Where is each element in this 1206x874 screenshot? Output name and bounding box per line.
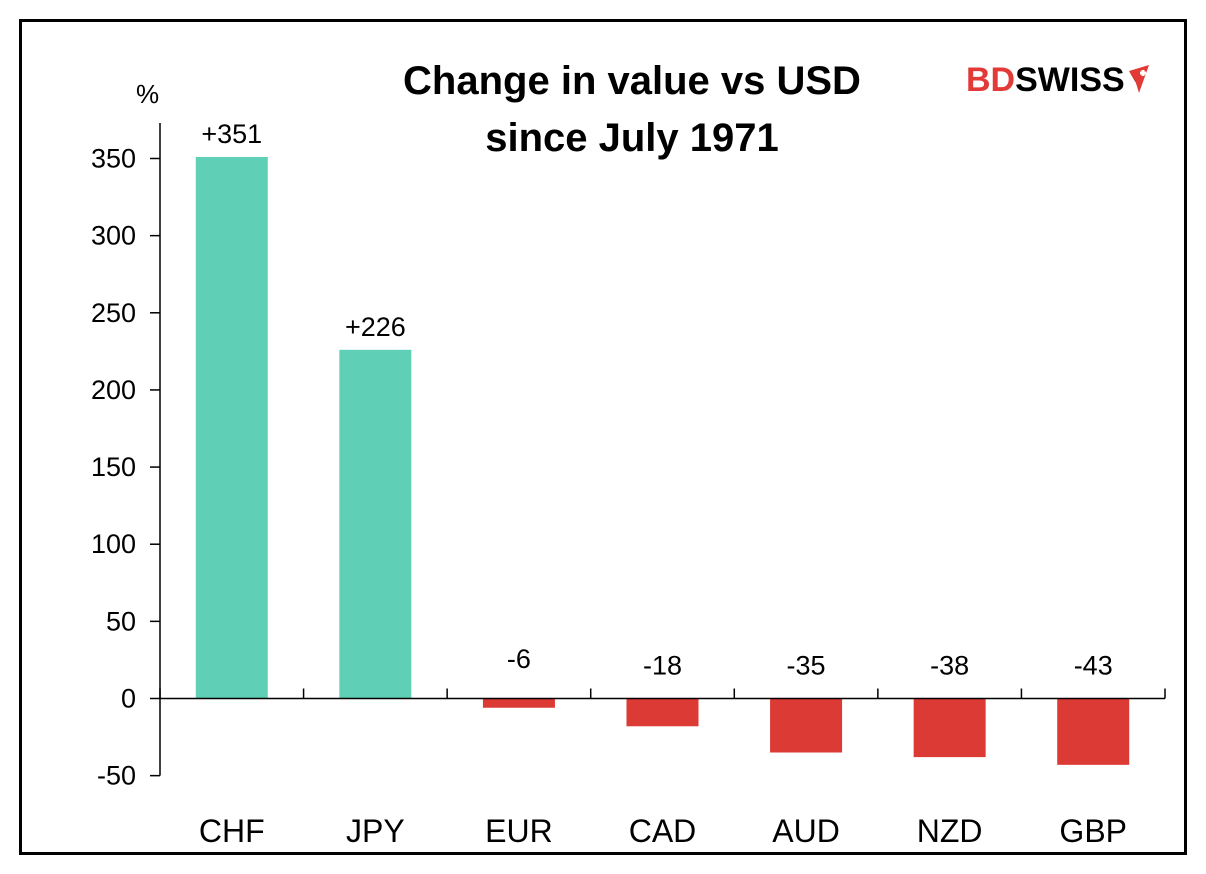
bar-chart: -50 0 50 100 150 200 250 300 350 +351 +226 -6 -18 -35… [91,119,1166,849]
bar-cad [626,698,699,727]
y-axis-unit-label: % [136,79,160,109]
bar-eur [482,698,555,708]
x-category-label: JPY [346,813,405,849]
y-tick-label: 100 [91,529,136,559]
x-category-label: GBP [1059,813,1127,849]
x-category-label: EUR [485,813,553,849]
y-tick-label: 200 [91,375,136,405]
chart-title-line-2: since July 1971 [485,116,779,160]
chart-frame: % Change in value vs USD since July 1971… [19,19,1187,855]
y-tick-label: 350 [91,144,136,174]
x-category-label: CHF [199,813,265,849]
y-tick-label: 0 [121,684,136,714]
data-label-eur: -6 [507,644,531,674]
data-label-jpy: +226 [345,312,406,342]
x-category-label: CAD [629,813,697,849]
y-tick-label: 300 [91,221,136,251]
data-label-nzd: -38 [930,651,969,681]
bar-aud [770,698,843,753]
data-label-aud: -35 [787,651,826,681]
bar-jpy [339,349,412,699]
y-tick-label: 250 [91,298,136,328]
y-tick-label: 50 [106,606,136,636]
bar-nzd [913,698,986,758]
x-category-label: NZD [917,813,983,849]
x-category-label: AUD [772,813,840,849]
brand-logo-bd: BD [966,60,1016,99]
data-label-gbp: -43 [1074,651,1113,681]
bar-gbp [1057,698,1130,765]
data-label-chf: +351 [201,119,262,149]
bar-chf [195,156,268,699]
chart-title-line-1: Change in value vs USD [403,59,861,103]
brand-logo: BD SWISS [966,60,1149,100]
y-tick-label: 150 [91,452,136,482]
y-tick-label: -50 [97,761,136,791]
brand-arrow-icon [1128,65,1149,93]
data-label-cad: -18 [643,651,682,681]
brand-logo-swiss: SWISS [1015,60,1125,99]
